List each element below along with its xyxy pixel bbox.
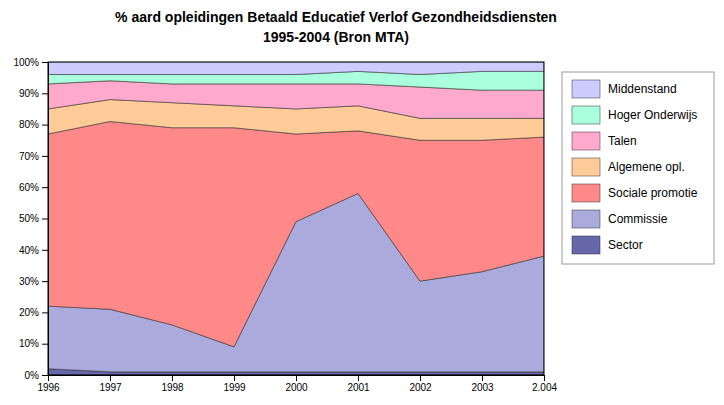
tick-mark xyxy=(172,375,173,381)
legend-label: Sociale promotie xyxy=(608,186,698,200)
subtitle: 1995-2004 (Bron MTA) xyxy=(263,29,409,45)
tick-mark xyxy=(42,250,48,251)
tick-label: 2000 xyxy=(285,382,308,393)
tick-label: 1999 xyxy=(223,382,246,393)
tick-label: 1998 xyxy=(161,382,184,393)
x-tick: 1999 xyxy=(223,375,246,393)
tick-label: 0% xyxy=(25,370,40,381)
tick-mark xyxy=(234,375,235,381)
legend-item: Middenstand xyxy=(572,80,677,98)
tick-mark xyxy=(42,281,48,282)
legend-item: Sociale promotie xyxy=(572,184,698,202)
tick-mark xyxy=(42,219,48,220)
y-tick: 10% xyxy=(19,338,48,349)
tick-label: 1996 xyxy=(37,382,60,393)
axis-domain xyxy=(49,376,545,382)
x-tick: 1996 xyxy=(37,375,60,393)
title: % aard opleidingen Betaald Educatief Ver… xyxy=(115,9,557,25)
legend-swatch xyxy=(572,184,600,202)
tick-mark xyxy=(42,187,48,188)
x-tick: 2001 xyxy=(347,375,370,393)
tick-mark xyxy=(544,375,545,381)
tick-label: 2001 xyxy=(347,382,370,393)
y-tick: 30% xyxy=(19,276,48,287)
tick-mark xyxy=(42,375,48,376)
area xyxy=(48,62,544,75)
y-tick: 40% xyxy=(19,245,48,256)
tick-label: 100% xyxy=(13,57,39,68)
legend-swatch xyxy=(572,236,600,254)
tick-mark xyxy=(42,62,48,63)
legend-swatch xyxy=(572,158,600,176)
tick-label: 2003 xyxy=(471,382,494,393)
legend-swatch xyxy=(572,80,600,98)
tick-label: 2.004 xyxy=(532,382,557,393)
x-axis: 1996 1997 1998 1999 2000 2001 2002 2003 2.004 xyxy=(37,375,557,393)
legend: Middenstand Hoger Onderwijs Talen Algemene … xyxy=(562,72,714,264)
x-tick: 1997 xyxy=(99,375,122,393)
tick-mark xyxy=(420,375,421,381)
grid xyxy=(48,62,544,375)
legend-label: Algemene opl. xyxy=(608,160,685,174)
tick-label: 2002 xyxy=(409,382,432,393)
legend-swatch xyxy=(572,106,600,124)
tick-label: 10% xyxy=(19,338,39,349)
areas xyxy=(48,62,544,375)
plot: 199619971998199920002001200220032.0040%1… xyxy=(13,57,557,393)
legend-item: Hoger Onderwijs xyxy=(572,106,697,124)
plot-frame xyxy=(48,62,544,375)
y-tick: 80% xyxy=(19,119,48,130)
tick-label: 40% xyxy=(19,245,39,256)
y-tick: 70% xyxy=(19,151,48,162)
tick-mark xyxy=(110,375,111,381)
legend-item: Talen xyxy=(572,132,637,150)
tick-mark xyxy=(296,375,297,381)
tick-mark xyxy=(358,375,359,381)
tick-label: 90% xyxy=(19,88,39,99)
legend-label: Talen xyxy=(608,134,637,148)
legend-label: Middenstand xyxy=(608,82,677,96)
y-tick: 50% xyxy=(19,213,48,224)
tick-label: 60% xyxy=(19,182,39,193)
legend-label: Commissie xyxy=(608,212,668,226)
x-tick: 2.004 xyxy=(532,375,557,393)
chart: % aard opleidingen Betaald Educatief Ver… xyxy=(0,0,724,405)
legend-label: Hoger Onderwijs xyxy=(608,108,697,122)
legend-item: Sector xyxy=(572,236,643,254)
y-tick: 60% xyxy=(19,182,48,193)
legend-swatch xyxy=(572,210,600,228)
tick-label: 20% xyxy=(19,307,39,318)
legend-item: Algemene opl. xyxy=(572,158,685,176)
y-axis: 0% 10% 20% 30% 40% 50% 60% 70% 80% 90% 100% xyxy=(13,57,48,381)
area xyxy=(48,121,544,346)
x-tick: 2000 xyxy=(285,375,308,393)
x-tick: 2002 xyxy=(409,375,432,393)
legend-item: Commissie xyxy=(572,210,668,228)
x-tick: 2003 xyxy=(471,375,494,393)
legend-box xyxy=(562,72,714,264)
x-tick: 1998 xyxy=(161,375,184,393)
tick-label: 80% xyxy=(19,119,39,130)
tick-mark xyxy=(482,375,483,381)
tick-label: 1997 xyxy=(99,382,122,393)
y-tick: 90% xyxy=(19,88,48,99)
tick-label: 70% xyxy=(19,151,39,162)
tick-mark xyxy=(42,156,48,157)
tick-mark xyxy=(42,93,48,94)
tick-label: 50% xyxy=(19,213,39,224)
tick-mark xyxy=(42,344,48,345)
legend-label: Sector xyxy=(608,238,643,252)
legend-swatch xyxy=(572,132,600,150)
tick-mark xyxy=(42,125,48,126)
y-tick: 20% xyxy=(19,307,48,318)
y-tick: 0% xyxy=(25,370,48,381)
tick-label: 30% xyxy=(19,276,39,287)
tick-mark xyxy=(42,312,48,313)
y-tick: 100% xyxy=(13,57,48,68)
